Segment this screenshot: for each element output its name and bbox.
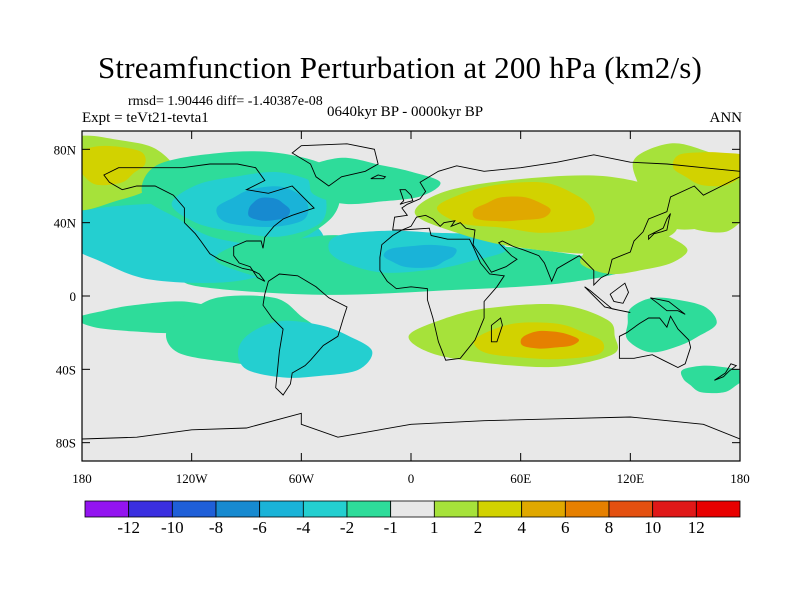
colorbar-label: 10 [644,518,661,537]
coastline-south-america [262,273,348,396]
colorbar-box [695,500,741,518]
field-layer [82,135,740,394]
colorbar-label: -4 [296,518,311,537]
coastline-uk [399,189,414,205]
field-contour-19 [580,225,688,275]
colorbar-label: -1 [384,518,398,537]
field-contour-18 [472,196,551,222]
coastline-iceland [370,174,387,180]
colorbar-label: -12 [117,518,140,537]
colorbar-label: 4 [517,518,526,537]
field-contour-26 [625,297,717,353]
x-tick-label: 120E [617,471,645,486]
x-tick-label: 60W [289,471,315,486]
field-contour-21 [672,152,740,187]
colorbar-box [608,500,654,518]
coastline-indonesia [584,286,631,313]
coastline-new-guinea [650,297,686,315]
colorbar-box [521,500,566,518]
colorbar-box [433,500,479,518]
field-contour-13 [304,157,441,205]
colorbar-box [171,500,217,518]
coastline-antarctica [82,412,740,440]
colorbar-label: -8 [209,518,223,537]
chart-title: Streamfunction Perturbation at 200 hPa (… [97,50,703,85]
season-label: ANN [709,110,743,126]
colorbar-box [346,500,392,518]
colorbar-label: 8 [605,518,614,537]
stats-label: rmsd= 1.90446 diff= -1.40387e-08 [128,94,323,109]
field-contour-6 [238,320,373,378]
field-contour-8 [82,145,146,186]
coastline-japan [648,213,671,241]
y-tick-label: 80N [54,142,77,157]
colorbar-box [259,500,304,518]
colorbar-box [390,500,435,518]
y-tick-label: 40N [54,216,77,231]
coastlines [82,143,740,440]
coastline-africa [379,227,505,361]
y-tick-label: 80S [56,436,76,451]
field-contour-22 [671,194,740,233]
colorbar-box [652,500,697,518]
x-tick-label: 180 [730,471,750,486]
colorbar-label: -2 [340,518,354,537]
coastline-new-zealand [714,363,738,381]
coastline-borneo [609,282,629,304]
colorbar-box [128,500,173,518]
colorbar: -12 -10 -8 -6 -4 -2 -1 1 2 4 6 8 10 12 [84,500,741,537]
colorbar-box [477,500,523,518]
colorbar-label: 1 [430,518,439,537]
y-tick-label: 40S [56,362,76,377]
colorbar-box [302,500,348,518]
field-contour-25 [520,330,580,349]
colorbar-box [84,500,130,518]
colorbar-label: 2 [474,518,483,537]
colorbar-label: 6 [561,518,570,537]
colorbar-box [564,500,610,518]
y-axis: 80N 40N 0 40S 80S [54,142,740,451]
colorbar-label: -10 [161,518,184,537]
field-contour-15 [383,244,457,268]
colorbar-label: 12 [688,518,705,537]
coastline-greenland [291,143,379,187]
field-contour-12 [248,197,291,221]
y-tick-label: 0 [70,289,77,304]
coastline-north-america [103,163,315,282]
x-tick-label: 120W [176,471,209,486]
colorbar-label: -6 [253,518,267,537]
coastline-madagascar [490,317,503,343]
experiment-label: Expt = teVt21-tevta1 [82,110,209,126]
coastline-eurasia [392,154,740,287]
x-tick-label: 60E [510,471,531,486]
x-tick-label: 0 [408,471,415,486]
coastline-australia [618,315,692,369]
period-label: 0640kyr BP - 0000kyr BP [326,104,484,120]
x-tick-label: 180 [72,471,92,486]
x-axis: 180 120W 60W 0 60E 120E 180 [72,131,750,486]
colorbar-box [215,500,261,518]
